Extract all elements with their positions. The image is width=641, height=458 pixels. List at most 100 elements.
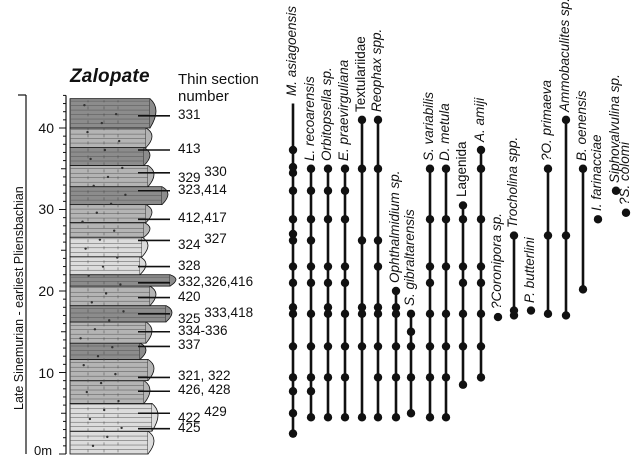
lithology-tip bbox=[161, 186, 169, 205]
taxon-occurrence-dot bbox=[373, 303, 383, 312]
taxon-occurrence-dot bbox=[323, 413, 333, 422]
lithology-grain bbox=[106, 435, 109, 439]
lithology-tip bbox=[141, 236, 149, 258]
lithology-grain bbox=[81, 220, 84, 223]
lithology-grain bbox=[124, 193, 127, 197]
sample-number: 426, 428 bbox=[178, 382, 231, 398]
lithology-bed bbox=[69, 342, 141, 360]
taxon-occurrence-dot bbox=[357, 413, 367, 422]
lithology-grain bbox=[87, 274, 90, 277]
taxon-label: Ophthalmidium sp. bbox=[387, 170, 402, 283]
taxon-occurrence-dot bbox=[509, 306, 519, 315]
taxon-occurrence-dot bbox=[611, 186, 621, 195]
age-label: Late Sinemurian - earliest Pliensbachian bbox=[12, 186, 26, 410]
taxon-occurrence-dot bbox=[425, 215, 435, 224]
taxon-occurrence-dot bbox=[288, 145, 298, 155]
sample-number: 422 bbox=[178, 410, 201, 426]
sample-label: 337 bbox=[178, 337, 201, 352]
taxon-occurrence-dot bbox=[288, 309, 298, 319]
taxon-occurrence-dot bbox=[306, 186, 316, 195]
sample-number-sup: 327 bbox=[200, 231, 227, 247]
taxon-occurrence-dot bbox=[340, 215, 350, 224]
lithology-grain bbox=[121, 166, 124, 170]
taxon-occurrence-dot bbox=[340, 309, 350, 319]
sample-number-sup: 330 bbox=[200, 163, 227, 179]
lithology-tip bbox=[145, 204, 153, 223]
taxon-occurrence-dot bbox=[441, 215, 451, 224]
lithology-grain bbox=[117, 399, 120, 403]
lithology-grain bbox=[103, 408, 106, 412]
taxon-occurrence-dot bbox=[543, 231, 553, 240]
taxon-label: S. variabilis bbox=[421, 91, 436, 161]
taxon-occurrence-dot bbox=[441, 262, 451, 271]
taxon-occurrence-dot bbox=[323, 309, 333, 319]
sample-number: 323,414 bbox=[178, 181, 227, 197]
sample-label: 420 bbox=[178, 289, 201, 304]
lithology-grain bbox=[116, 256, 119, 259]
lithology-bed bbox=[69, 430, 149, 455]
sample-number: 425 bbox=[178, 419, 201, 435]
taxon-occurrence-dot bbox=[306, 164, 316, 173]
lithology-grain bbox=[111, 346, 114, 349]
thin-section-header-line2: number bbox=[178, 88, 229, 105]
taxon-occurrence-dot bbox=[441, 164, 451, 173]
taxon-label: Ammobaculites sp. bbox=[557, 0, 572, 112]
sample-number: 321, 322 bbox=[178, 368, 231, 384]
taxon-label: I. farinacciae bbox=[589, 134, 604, 212]
taxon-occurrence-dot bbox=[323, 342, 333, 351]
taxon-occurrence-dot bbox=[357, 115, 367, 125]
taxon-occurrence-dot bbox=[441, 373, 451, 382]
taxon-occurrence-dot bbox=[561, 115, 571, 125]
taxon-label: P. butterlini bbox=[522, 236, 537, 303]
taxon-occurrence-dot bbox=[543, 164, 553, 173]
sample-label: 413 bbox=[178, 141, 201, 156]
lithology-tip bbox=[149, 98, 157, 129]
taxon-occurrence-dot bbox=[391, 413, 401, 422]
sample-label: 323,414 bbox=[178, 182, 227, 197]
taxon-label: Orbitopsella sp. bbox=[319, 66, 334, 161]
taxon-occurrence-dot bbox=[425, 309, 435, 319]
lithology-grain bbox=[104, 292, 108, 295]
taxon-occurrence-dot bbox=[306, 413, 316, 422]
taxon-occurrence-dot bbox=[288, 373, 298, 382]
lithology-grain bbox=[86, 130, 89, 134]
sample-number: 332,326,416 bbox=[178, 273, 254, 289]
taxon-occurrence-dot bbox=[425, 342, 435, 351]
taxon-occurrence-dot bbox=[323, 164, 333, 173]
taxon-label: Textulariidae bbox=[353, 36, 368, 112]
taxon-occurrence-dot bbox=[306, 262, 316, 271]
taxon-occurrence-dot bbox=[425, 413, 435, 422]
lithology-tip bbox=[139, 342, 147, 360]
sample-label: 325 333,418 bbox=[178, 305, 253, 326]
taxon-occurrence-dot bbox=[373, 164, 383, 173]
lithology-tip bbox=[143, 222, 151, 238]
taxon-occurrence-dot bbox=[288, 215, 298, 224]
taxon-occurrence-dot bbox=[288, 262, 298, 271]
taxon-occurrence-dot bbox=[306, 373, 316, 382]
taxon-occurrence-dot bbox=[373, 309, 383, 319]
lithology-grain bbox=[89, 157, 92, 161]
sample-label: 321, 322 bbox=[178, 368, 231, 383]
taxon-occurrence-dot bbox=[391, 303, 401, 312]
lithology-grain bbox=[82, 363, 85, 367]
taxon-occurrence-dot bbox=[340, 164, 350, 173]
taxon-occurrence-dot bbox=[441, 413, 451, 422]
taxon-label: S. gibraltarensis bbox=[402, 209, 417, 306]
depth-unit-label: 0m bbox=[34, 443, 53, 458]
lithology-bed bbox=[69, 380, 145, 404]
taxon-occurrence-dot bbox=[357, 342, 367, 351]
taxon-occurrence-dot bbox=[373, 262, 383, 271]
taxon-occurrence-dot bbox=[578, 285, 588, 294]
depth-tick-10: 10 bbox=[38, 365, 54, 381]
lithology-grain bbox=[114, 372, 117, 376]
lithology-grain bbox=[108, 319, 111, 322]
lithology-tip bbox=[151, 403, 159, 432]
lithology-grain bbox=[120, 426, 123, 430]
sample-number: 325 bbox=[178, 310, 201, 326]
taxon-label: Lagenida bbox=[454, 141, 469, 198]
taxon-occurrence-dot bbox=[406, 327, 416, 336]
taxon-occurrence-dot bbox=[476, 309, 486, 319]
lithology-grain bbox=[85, 390, 89, 394]
taxon-occurrence-dot bbox=[621, 208, 631, 217]
sample-label: 425 bbox=[178, 420, 201, 435]
